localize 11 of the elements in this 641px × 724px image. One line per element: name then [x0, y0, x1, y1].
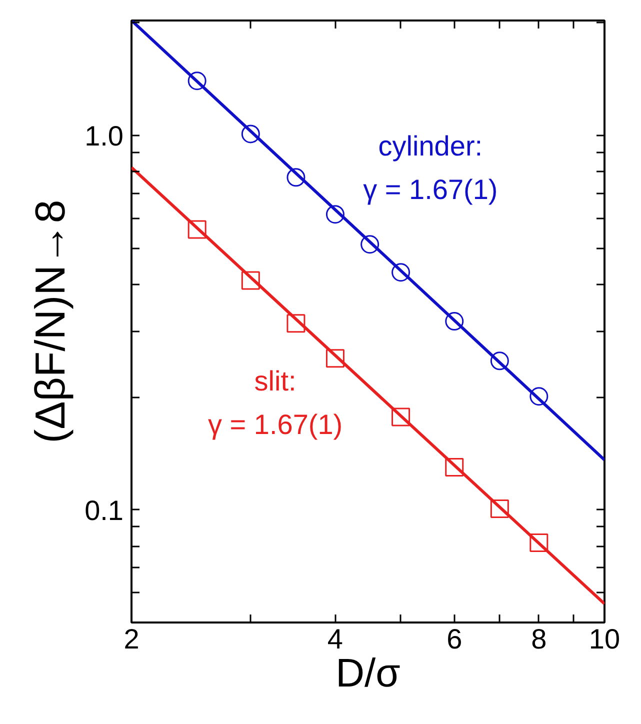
- x-tick-label: 4: [327, 624, 343, 654]
- x-tick-label: 8: [531, 624, 547, 654]
- annotation: slit: γ = 1.67(1): [208, 365, 343, 440]
- y-tick-label: 0.1: [84, 494, 124, 526]
- x-axis-title: D/σ: [336, 652, 401, 696]
- x-tick-label: 2: [124, 624, 140, 654]
- x-tick-label: 6: [446, 624, 462, 654]
- x-tick-label: 10: [588, 624, 620, 654]
- y-tick-label: 1.0: [84, 120, 124, 152]
- y-axis-title: (ΔβF/N)N→8: [26, 200, 74, 444]
- annotation: cylinder: γ = 1.67(1): [363, 130, 498, 206]
